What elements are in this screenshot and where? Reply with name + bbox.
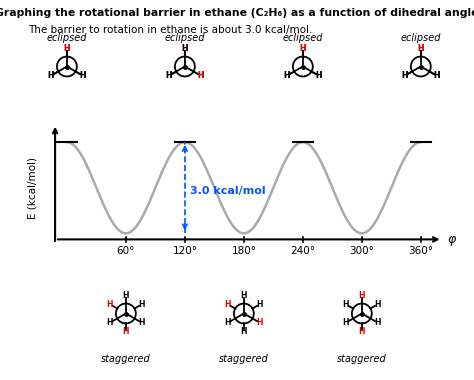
Text: H: H — [434, 71, 440, 80]
Text: H: H — [401, 71, 408, 80]
Text: H: H — [198, 71, 204, 80]
Text: H: H — [182, 44, 188, 52]
Text: H: H — [165, 71, 172, 80]
Text: 60°: 60° — [117, 246, 135, 256]
Text: 180°: 180° — [231, 246, 256, 256]
Text: H: H — [434, 71, 440, 80]
Text: H: H — [64, 44, 70, 52]
Text: H: H — [198, 71, 204, 80]
Text: H: H — [256, 318, 263, 327]
Text: The barrier to rotation in ethane is about 3.0 kcal/mol.: The barrier to rotation in ethane is abo… — [28, 25, 313, 35]
Text: H: H — [225, 300, 231, 309]
Text: H: H — [64, 44, 70, 52]
Text: H: H — [138, 300, 145, 309]
Text: H: H — [418, 44, 424, 52]
Text: E (kcal/mol): E (kcal/mol) — [27, 157, 37, 219]
Text: H: H — [418, 44, 424, 52]
Text: H: H — [374, 300, 381, 309]
Text: H: H — [401, 71, 408, 80]
Text: φ: φ — [447, 233, 456, 246]
Text: 3.0 kcal/mol: 3.0 kcal/mol — [190, 186, 265, 196]
Text: H: H — [283, 71, 290, 80]
Text: H: H — [343, 300, 349, 309]
Text: 360°: 360° — [408, 246, 433, 256]
Text: staggered: staggered — [219, 354, 269, 364]
Text: H: H — [241, 291, 247, 299]
Text: staggered: staggered — [337, 354, 387, 364]
Text: H: H — [316, 71, 322, 80]
Text: eclipsed: eclipsed — [283, 33, 323, 43]
Text: H: H — [80, 71, 86, 80]
Text: H: H — [107, 300, 113, 309]
Text: H: H — [182, 44, 188, 52]
Text: H: H — [80, 71, 86, 80]
Text: eclipsed: eclipsed — [46, 33, 87, 43]
Text: H: H — [316, 71, 322, 80]
Text: H: H — [300, 44, 306, 52]
Text: eclipsed: eclipsed — [164, 33, 205, 43]
Text: eclipsed: eclipsed — [401, 33, 441, 43]
Text: H: H — [123, 291, 129, 299]
Text: H: H — [358, 328, 365, 336]
Text: H: H — [123, 328, 129, 336]
Text: H: H — [343, 318, 349, 327]
Text: H: H — [283, 71, 290, 80]
Text: H: H — [241, 328, 247, 336]
Text: 240°: 240° — [291, 246, 315, 256]
Text: H: H — [48, 71, 54, 80]
Text: H: H — [48, 71, 54, 80]
Text: H: H — [358, 291, 365, 299]
Text: staggered: staggered — [101, 354, 151, 364]
Text: H: H — [107, 318, 113, 327]
Text: H: H — [165, 71, 172, 80]
Text: H: H — [256, 300, 263, 309]
Text: H: H — [300, 44, 306, 52]
Text: 120°: 120° — [173, 246, 197, 256]
Text: H: H — [138, 318, 145, 327]
Text: 300°: 300° — [349, 246, 374, 256]
Text: H: H — [225, 318, 231, 327]
Text: H: H — [374, 318, 381, 327]
Text: Graphing the rotational barrier in ethane (C₂H₆) as a function of dihedral angle: Graphing the rotational barrier in ethan… — [0, 8, 474, 18]
